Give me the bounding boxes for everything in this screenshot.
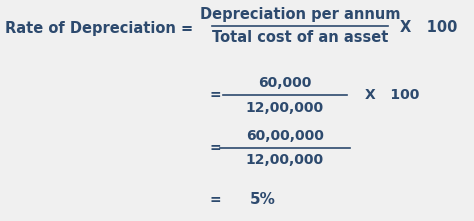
Text: X   100: X 100 xyxy=(365,88,419,102)
Text: Rate of Depreciation =: Rate of Depreciation = xyxy=(5,21,198,36)
Text: 12,00,000: 12,00,000 xyxy=(246,101,324,115)
Text: 60,000: 60,000 xyxy=(258,76,312,90)
Text: Depreciation per annum: Depreciation per annum xyxy=(200,6,400,21)
Text: =: = xyxy=(209,193,221,207)
Text: =: = xyxy=(209,141,221,155)
Text: X   100: X 100 xyxy=(400,21,457,36)
Text: Total cost of an asset: Total cost of an asset xyxy=(212,30,388,46)
Text: =: = xyxy=(209,88,221,102)
Text: 12,00,000: 12,00,000 xyxy=(246,153,324,167)
Text: 5%: 5% xyxy=(250,192,276,208)
Text: 60,00,000: 60,00,000 xyxy=(246,129,324,143)
